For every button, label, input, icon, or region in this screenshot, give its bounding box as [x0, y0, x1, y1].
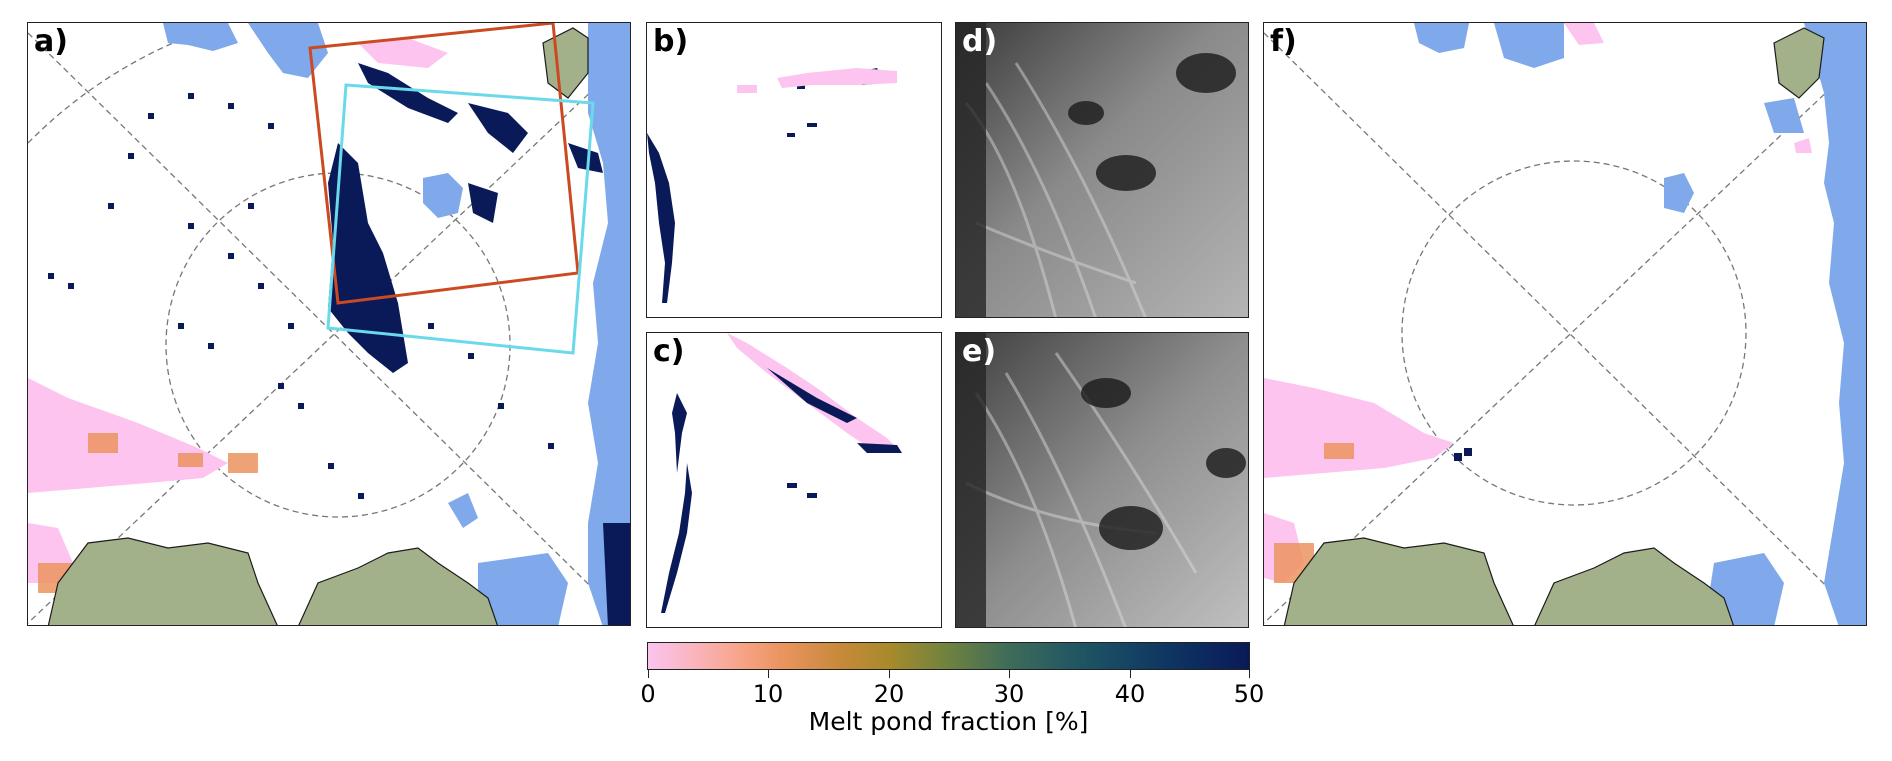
colorbar-ticklabel: 10 — [752, 680, 784, 708]
land-f — [1283, 27, 1825, 625]
map-f-graphic — [1264, 23, 1866, 625]
low-melt-strip-b — [737, 68, 897, 93]
colorbar-ticklabel: 40 — [1114, 680, 1146, 708]
map-panel-b: b) — [646, 22, 942, 318]
satellite-e-graphic — [956, 333, 1248, 627]
panel-label-b: b) — [653, 24, 689, 59]
map-panel-a: a) — [27, 22, 631, 626]
high-melt-pixels-f — [1454, 448, 1472, 461]
high-melt-region-a — [328, 63, 630, 625]
colorbar-tick-20 — [889, 670, 890, 678]
colorbar-tick-0 — [648, 670, 649, 678]
colorbar-title: Melt pond fraction [%] — [808, 707, 1089, 736]
map-a-graphic — [28, 23, 630, 625]
panel-label-f: f) — [1270, 24, 1297, 59]
satellite-panel-d: d) — [955, 22, 1249, 318]
high-melt-strip-b — [647, 68, 885, 303]
scattered-pixels-a — [48, 93, 554, 499]
colorbar-ticklabel: 50 — [1233, 680, 1265, 708]
panel-label-d: d) — [962, 24, 998, 59]
colorbar-ticklabel: 0 — [640, 680, 656, 708]
satellite-d-graphic — [956, 23, 1248, 317]
colorbar-ticklabel: 20 — [873, 680, 905, 708]
panel-label-a: a) — [34, 24, 68, 59]
colorbar-tick-10 — [768, 670, 769, 678]
low-melt-strip-c — [727, 333, 897, 453]
colorbar — [647, 642, 1250, 670]
map-panel-f: f) — [1263, 22, 1867, 626]
land-a — [47, 27, 589, 625]
map-c-graphic — [661, 333, 902, 613]
open-water-f — [1414, 23, 1866, 625]
graticule-f — [1264, 32, 1866, 625]
colorbar-tick-50 — [1249, 670, 1250, 678]
cyan-footprint-box — [326, 83, 595, 355]
satellite-panel-e: e) — [955, 332, 1249, 628]
panel-label-e: e) — [962, 334, 997, 369]
colorbar-tick-30 — [1009, 670, 1010, 678]
panel-label-c: c) — [653, 334, 685, 369]
map-b-graphic — [647, 68, 897, 303]
map-panel-c: c) — [646, 332, 942, 628]
colorbar-tick-40 — [1130, 670, 1131, 678]
colorbar-ticklabel: 30 — [993, 680, 1025, 708]
high-melt-strip-c — [661, 368, 902, 613]
